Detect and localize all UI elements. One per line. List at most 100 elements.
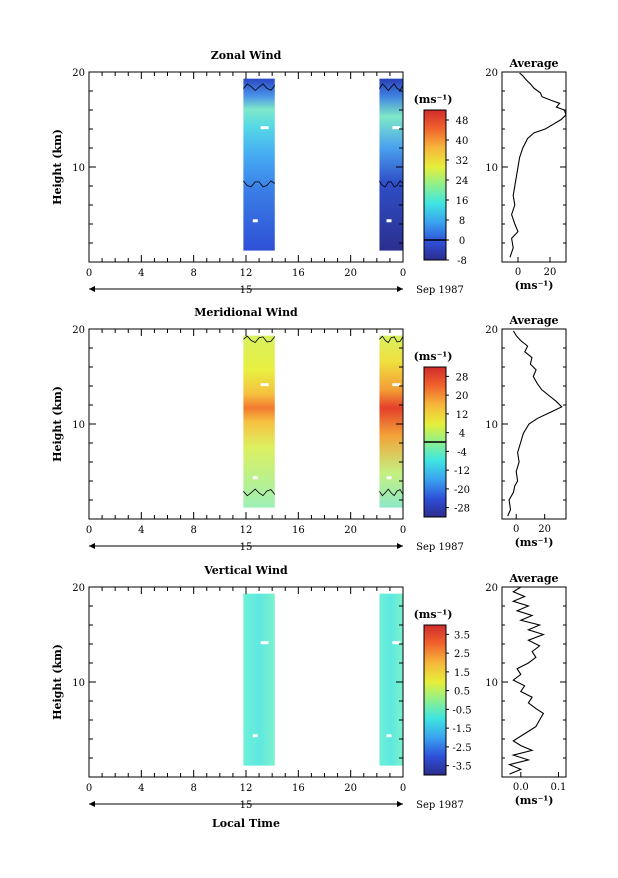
- colorbar: [423, 109, 447, 261]
- colorbar-tick-label: 4: [459, 429, 465, 440]
- x-tick-label: 0: [86, 525, 92, 536]
- x-tick-label: 0: [86, 268, 92, 279]
- colorbar-tick-label: -12: [454, 466, 470, 477]
- x-tick-label: 0: [400, 783, 406, 794]
- missing-data-gap: [386, 219, 392, 223]
- colorbar-tick-label: 12: [456, 410, 469, 421]
- missing-data-gap: [386, 476, 392, 480]
- missing-data-gap: [260, 641, 269, 645]
- colorbar-tick-label: -28: [454, 504, 470, 515]
- colorbar-tick-label: 1.5: [454, 668, 470, 679]
- profile-title: Average: [508, 57, 558, 70]
- colorbar-tick-label: 32: [456, 156, 469, 167]
- x-tick-label: 8: [190, 783, 196, 794]
- contour-line: [243, 335, 276, 344]
- profile-title: Average: [508, 572, 558, 585]
- colorbar-tick-label: 0: [459, 236, 465, 247]
- contour-line: [379, 488, 404, 497]
- profile-x-label: (ms⁻¹): [515, 279, 554, 292]
- profile-y-tick-label: 10: [485, 678, 498, 689]
- x-tick-label: 0: [400, 268, 406, 279]
- date-line-arrow: [397, 286, 403, 292]
- panel-title: Vertical Wind: [203, 564, 288, 577]
- x-tick-label: 20: [344, 525, 357, 536]
- date-line-arrow: [89, 801, 95, 807]
- profile-frame: [501, 586, 567, 778]
- x-tick-label: 20: [344, 783, 357, 794]
- panel-title: Meridional Wind: [194, 306, 298, 319]
- panel-title: Zonal Wind: [211, 49, 282, 62]
- colorbar-unit: (ms⁻¹): [414, 350, 453, 363]
- profile-frame: [501, 328, 567, 520]
- profile-x-tick-label: 0: [515, 267, 521, 278]
- y-tick-label: 20: [72, 583, 85, 594]
- date-label: 15: [240, 285, 253, 296]
- data-segment: [379, 78, 403, 251]
- profile-frame: [501, 71, 567, 263]
- month-label: Sep 1987: [416, 285, 464, 296]
- data-segment: [243, 78, 275, 251]
- contour-line: [243, 180, 276, 188]
- colorbar-tick-label: 8: [459, 216, 465, 227]
- colorbar-tick-label: 3.5: [454, 630, 470, 641]
- x-tick-label: 16: [292, 783, 305, 794]
- profile-x-label: (ms⁻¹): [515, 794, 554, 807]
- x-tick-label: 12: [240, 783, 253, 794]
- missing-data-gap: [392, 126, 401, 130]
- colorbar-tick-label: -4: [457, 447, 467, 458]
- x-tick-label: 8: [190, 525, 196, 536]
- colorbar-tick-label: -20: [454, 485, 470, 496]
- profile-title: Average: [508, 314, 558, 327]
- contour-line: [379, 335, 404, 344]
- missing-data-gap: [260, 126, 269, 130]
- panel-2: Vertical Wind 10 20 Height (km) 0 4 8 12 16 20 0 15…: [51, 564, 567, 830]
- colorbar-tick-label: 20: [456, 391, 469, 402]
- profile-x-tick-label: 0.0: [513, 782, 529, 793]
- profile-y-tick-label: 10: [485, 420, 498, 431]
- y-tick-label: 10: [72, 678, 85, 689]
- colorbar-tick-label: -0.5: [452, 705, 471, 716]
- y-tick-label: 20: [72, 68, 85, 79]
- colorbar-tick-label: 48: [456, 116, 469, 127]
- x-tick-label: 4: [138, 783, 144, 794]
- y-tick-label: 10: [72, 163, 85, 174]
- missing-data-gap: [252, 219, 258, 223]
- missing-data-gap: [392, 383, 401, 387]
- missing-data-gap: [252, 476, 258, 480]
- x-tick-label: 4: [138, 268, 144, 279]
- x-axis-label: Local Time: [212, 817, 280, 830]
- colorbar: [423, 624, 447, 776]
- colorbar-tick-label: -2.5: [452, 743, 471, 754]
- y-axis-label: Height (km): [51, 644, 64, 720]
- missing-data-gap: [392, 641, 401, 645]
- profile-y-tick-label: 20: [485, 583, 498, 594]
- colorbar-tick-label: 2.5: [454, 649, 470, 660]
- colorbar-tick-label: 0.5: [454, 687, 470, 698]
- month-label: Sep 1987: [416, 542, 464, 553]
- date-label: 15: [240, 542, 253, 553]
- date-line-arrow: [89, 543, 95, 549]
- profile-x-tick-label: 0.1: [551, 782, 567, 793]
- contour-line: [243, 83, 276, 92]
- profile-x-tick-label: 20: [538, 524, 551, 535]
- y-tick-label: 20: [72, 325, 85, 336]
- colorbar-tick-label: -1.5: [452, 724, 471, 735]
- colorbar-tick-label: -8: [457, 256, 467, 267]
- colorbar-tick-label: 24: [456, 176, 469, 187]
- data-segment: [379, 593, 403, 766]
- x-tick-label: 20: [344, 268, 357, 279]
- profile-line: [509, 72, 567, 258]
- date-label: 15: [240, 800, 253, 811]
- colorbar-unit: (ms⁻¹): [414, 608, 453, 621]
- missing-data-gap: [386, 734, 392, 738]
- y-tick-label: 10: [72, 420, 85, 431]
- contour-line: [243, 488, 276, 497]
- profile-y-tick-label: 20: [485, 68, 498, 79]
- colorbar-tick-label: 16: [456, 196, 469, 207]
- y-axis-label: Height (km): [51, 129, 64, 205]
- x-tick-label: 12: [240, 268, 253, 279]
- profile-line: [507, 330, 563, 517]
